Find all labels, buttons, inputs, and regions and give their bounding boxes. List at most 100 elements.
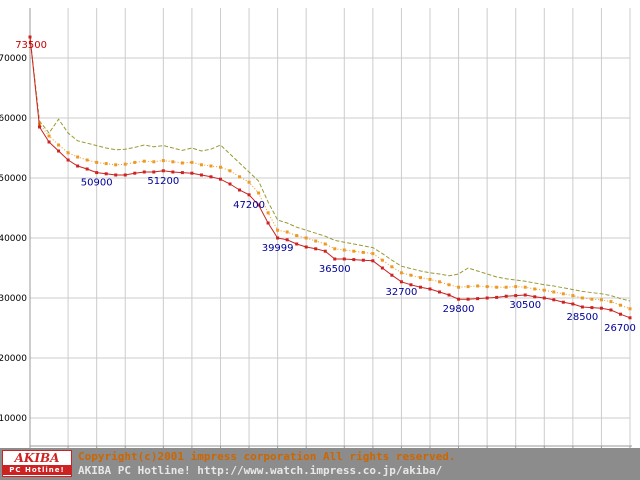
avg-price-marker [457,285,461,289]
min-price-marker [238,188,242,192]
site-link[interactable]: AKIBA PC Hotline! http://www.watch.impre… [78,464,443,477]
akiba-logo[interactable]: AKIBA PC Hotline! [2,450,72,477]
avg-price-marker [533,287,537,291]
avg-price-marker [333,247,337,251]
y-tick-label: 70000 [0,54,27,64]
min-price-marker [476,297,480,301]
min-price-marker [123,173,127,177]
avg-price-marker [352,249,356,253]
min-price-marker [190,171,194,175]
min-price-marker [342,257,346,261]
avg-price-marker [438,280,442,284]
min-price-marker [504,294,508,298]
min-price-marker [552,298,556,302]
avg-price-marker [95,160,99,164]
avg-price-marker [47,134,51,138]
avg-price-marker [466,285,470,289]
avg-price-marker [114,163,118,167]
avg-price-marker [428,277,432,281]
avg-price-marker [571,294,575,298]
min-price-marker [628,316,632,320]
price-chart: 5/276/247/158/59/29/2310/1411/311/2512/1… [0,8,636,448]
min-price-marker [295,242,299,246]
min-price-marker [85,167,89,171]
avg-price-marker [504,285,508,289]
peak-price-label: 73500 [15,40,47,51]
price-annotation: 30500 [509,300,541,311]
akiba-logo-subtext: PC Hotline! [3,465,71,475]
min-price-marker [76,164,80,168]
avg-price-marker [390,265,394,269]
min-price-marker [533,295,537,299]
avg-price-marker [590,297,594,301]
min-price-marker [266,221,270,225]
min-price-marker [161,169,165,173]
min-price-marker [180,171,184,175]
avg-price-marker [57,143,61,147]
min-price-marker [285,238,289,242]
min-price-marker [114,173,118,177]
y-tick-label: 30000 [0,294,27,304]
min-price-marker [380,266,384,270]
price-annotation: 50900 [81,178,113,189]
min-price-marker [409,283,413,287]
avg-price-marker [418,276,422,280]
min-price-marker [314,247,318,251]
min-price-marker [228,182,232,186]
min-price-marker [618,312,622,316]
y-tick-label: 40000 [0,234,27,244]
min-price-marker [66,158,70,162]
min-price-marker [485,296,489,300]
avg-price-marker [257,191,261,195]
avg-price-marker [523,285,527,289]
min-price-marker [447,293,451,297]
avg-price-marker [295,234,299,238]
min-price-marker [352,258,356,262]
min-price-marker [276,236,280,240]
min-price-marker [361,258,365,262]
min-price-marker [57,149,61,153]
avg-price-marker [485,285,489,289]
price-annotation: 39999 [262,243,294,254]
min-price-marker [609,308,613,312]
min-price-marker [304,245,308,249]
price-annotation: 28500 [566,312,598,323]
avg-price-marker [380,258,384,262]
min-price-marker [199,173,203,177]
min-price-marker [495,295,499,299]
avg-price-marker [66,151,70,155]
min-price-marker [47,140,51,144]
avg-price-marker [409,273,413,277]
avg-price-marker [238,175,242,179]
avg-price-marker [447,283,451,287]
min-price-marker [514,294,518,298]
min-price-marker [590,306,594,310]
min-price-marker [542,296,546,300]
min-price-marker [257,203,261,207]
y-tick-label: 60000 [0,114,27,124]
avg-price-marker [314,239,318,243]
min-price-marker [333,257,337,261]
avg-price-marker [104,162,108,166]
footer-text: Copyright(c)2001 impress corporation All… [78,450,456,478]
avg-price-marker [580,296,584,300]
avg-price-marker [142,159,146,163]
min-price-marker [38,125,42,129]
price-annotation: 47200 [233,200,265,211]
avg-price-marker [228,169,232,173]
avg-price-marker [542,288,546,292]
min-price-marker [133,171,137,175]
avg-price-marker [133,160,137,164]
price-annotation: 51200 [147,176,179,187]
avg-price-marker [161,159,165,163]
price-annotation: 26700 [604,323,636,334]
min-price-marker [466,297,470,301]
min-price-marker [28,35,32,39]
avg-price-marker [199,163,203,167]
price-annotation: 32700 [386,287,418,298]
avg-price-line [29,36,631,310]
avg-price-marker [561,292,565,296]
y-tick-label: 50000 [0,174,27,184]
min-price-marker [218,177,222,181]
copyright-text: Copyright(c)2001 impress corporation All… [78,450,456,463]
